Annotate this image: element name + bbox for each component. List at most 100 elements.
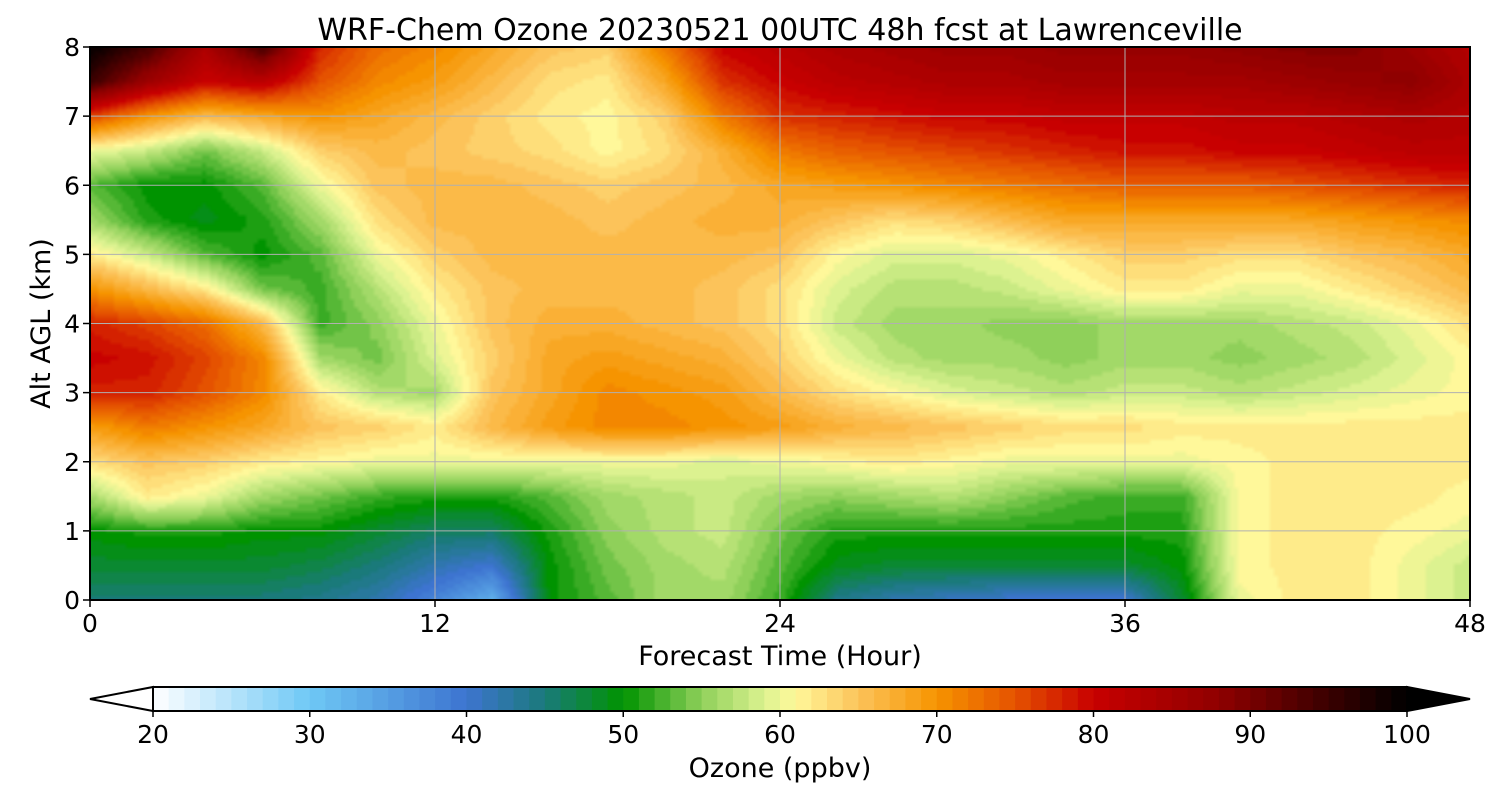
colorbar-cell bbox=[827, 687, 844, 711]
colorbar-cell bbox=[153, 687, 170, 711]
colorbar-cell bbox=[717, 687, 734, 711]
colorbar-tick-label: 30 bbox=[294, 720, 326, 749]
colorbar-cell bbox=[1281, 687, 1298, 711]
colorbar-cell bbox=[670, 687, 687, 711]
colorbar-cell bbox=[1375, 687, 1392, 711]
colorbar-tick-label: 50 bbox=[607, 720, 639, 749]
x-axis-label: Forecast Time (Hour) bbox=[638, 641, 922, 672]
colorbar-cell bbox=[419, 687, 436, 711]
colorbar-cell bbox=[1391, 687, 1408, 711]
x-tick-label: 12 bbox=[419, 609, 451, 638]
colorbar-cell bbox=[1187, 687, 1204, 711]
colorbar-cell bbox=[607, 687, 624, 711]
colorbar-cell bbox=[1062, 687, 1079, 711]
colorbar-cell bbox=[1203, 687, 1220, 711]
colorbar-cell bbox=[388, 687, 405, 711]
y-tick-label: 0 bbox=[64, 586, 80, 615]
colorbar-cell bbox=[356, 687, 374, 711]
colorbar-cell bbox=[811, 687, 828, 711]
colorbar-cell bbox=[278, 687, 295, 711]
colorbar-cell bbox=[623, 687, 640, 711]
colorbar-cell bbox=[921, 687, 938, 711]
colorbar-cell bbox=[184, 687, 201, 711]
colorbar-cell bbox=[497, 687, 515, 711]
colorbar-cell bbox=[1297, 687, 1314, 711]
colorbar-low-extend bbox=[89, 685, 154, 713]
colorbar-tick-label: 100 bbox=[1383, 720, 1431, 749]
colorbar-cell bbox=[372, 687, 389, 711]
y-axis-label: Alt AGL (km) bbox=[26, 238, 57, 409]
colorbar-cell bbox=[1109, 687, 1126, 711]
colorbar-cell bbox=[638, 687, 656, 711]
y-tick-label: 1 bbox=[64, 517, 80, 546]
colorbar-cell bbox=[294, 687, 311, 711]
x-tick-label: 24 bbox=[764, 609, 796, 638]
colorbar-cell bbox=[1171, 687, 1189, 711]
colorbar-cell bbox=[482, 687, 499, 711]
colorbar-cell bbox=[215, 687, 232, 711]
colorbar: 20 30 40 50 60 70 80 90 100 Ozone (ppbv) bbox=[89, 685, 1471, 784]
colorbar-cell bbox=[1344, 687, 1361, 711]
x-tick-label: 0 bbox=[82, 609, 98, 638]
y-tick-label: 5 bbox=[64, 240, 80, 269]
colorbar-cell bbox=[654, 687, 671, 711]
colorbar-tick-label: 70 bbox=[921, 720, 953, 749]
colorbar-cell bbox=[513, 687, 530, 711]
colorbar-cell bbox=[1265, 687, 1283, 711]
colorbar-cell bbox=[529, 687, 546, 711]
colorbar-cell bbox=[905, 687, 922, 711]
colorbar-cell bbox=[450, 687, 468, 711]
colorbar-cell bbox=[1077, 687, 1095, 711]
colorbar-cell bbox=[341, 687, 358, 711]
colorbar-cell bbox=[1234, 687, 1251, 711]
colorbar-cell bbox=[1015, 687, 1032, 711]
colorbar-cell bbox=[560, 687, 577, 711]
colorbar-cell bbox=[952, 687, 969, 711]
colorbar-tick-label: 40 bbox=[451, 720, 483, 749]
colorbar-cell bbox=[1359, 687, 1377, 711]
colorbar-cell bbox=[200, 687, 217, 711]
colorbar-cell bbox=[780, 687, 797, 711]
colorbar-cell bbox=[701, 687, 718, 711]
x-tick-label: 48 bbox=[1454, 609, 1486, 638]
colorbar-cell bbox=[858, 687, 875, 711]
colorbar-cell bbox=[1156, 687, 1173, 711]
colorbar-tick-label: 90 bbox=[1234, 720, 1266, 749]
colorbar-cell bbox=[231, 687, 248, 711]
colorbar-cells bbox=[153, 687, 1408, 711]
colorbar-cell bbox=[685, 687, 703, 711]
colorbar-cell bbox=[795, 687, 812, 711]
colorbar-cell bbox=[1218, 687, 1236, 711]
colorbar-cell bbox=[889, 687, 906, 711]
colorbar-tick-label: 80 bbox=[1078, 720, 1110, 749]
colorbar-cell bbox=[1093, 687, 1110, 711]
y-tick-label: 4 bbox=[64, 310, 80, 339]
colorbar-cell bbox=[435, 687, 452, 711]
y-tick-label: 7 bbox=[64, 102, 80, 131]
colorbar-cell bbox=[1030, 687, 1048, 711]
colorbar-cell bbox=[1250, 687, 1267, 711]
y-axis-ticks: 0 1 2 3 4 5 6 7 8 bbox=[64, 33, 90, 615]
chart-title: WRF-Chem Ozone 20230521 00UTC 48h fcst a… bbox=[317, 13, 1242, 48]
y-tick-label: 3 bbox=[64, 379, 80, 408]
colorbar-cell bbox=[591, 687, 609, 711]
colorbar-cell bbox=[1140, 687, 1157, 711]
colorbar-cell bbox=[168, 687, 185, 711]
colorbar-cell bbox=[999, 687, 1016, 711]
colorbar-cell bbox=[748, 687, 765, 711]
colorbar-cell bbox=[968, 687, 985, 711]
colorbar-cell bbox=[1046, 687, 1063, 711]
y-tick-label: 8 bbox=[64, 33, 80, 62]
colorbar-tick-label: 20 bbox=[137, 720, 169, 749]
colorbar-cell bbox=[764, 687, 781, 711]
colorbar-cell bbox=[732, 687, 750, 711]
colorbar-cell bbox=[403, 687, 421, 711]
colorbar-high-extend bbox=[1406, 685, 1471, 713]
colorbar-cell bbox=[309, 687, 327, 711]
colorbar-cell bbox=[466, 687, 483, 711]
x-axis-ticks: 0 12 24 36 48 bbox=[82, 600, 1486, 638]
colorbar-cell bbox=[842, 687, 859, 711]
colorbar-cell bbox=[983, 687, 1001, 711]
